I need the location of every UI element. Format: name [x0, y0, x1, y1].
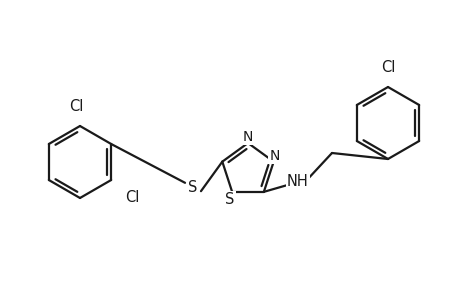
Text: N: N — [242, 130, 252, 144]
Text: Cl: Cl — [380, 60, 394, 75]
Text: S: S — [225, 192, 234, 207]
Text: Cl: Cl — [125, 190, 139, 205]
Text: S: S — [188, 179, 197, 194]
Text: NH: NH — [286, 175, 308, 190]
Text: N: N — [269, 149, 279, 163]
Text: Cl: Cl — [69, 99, 83, 114]
